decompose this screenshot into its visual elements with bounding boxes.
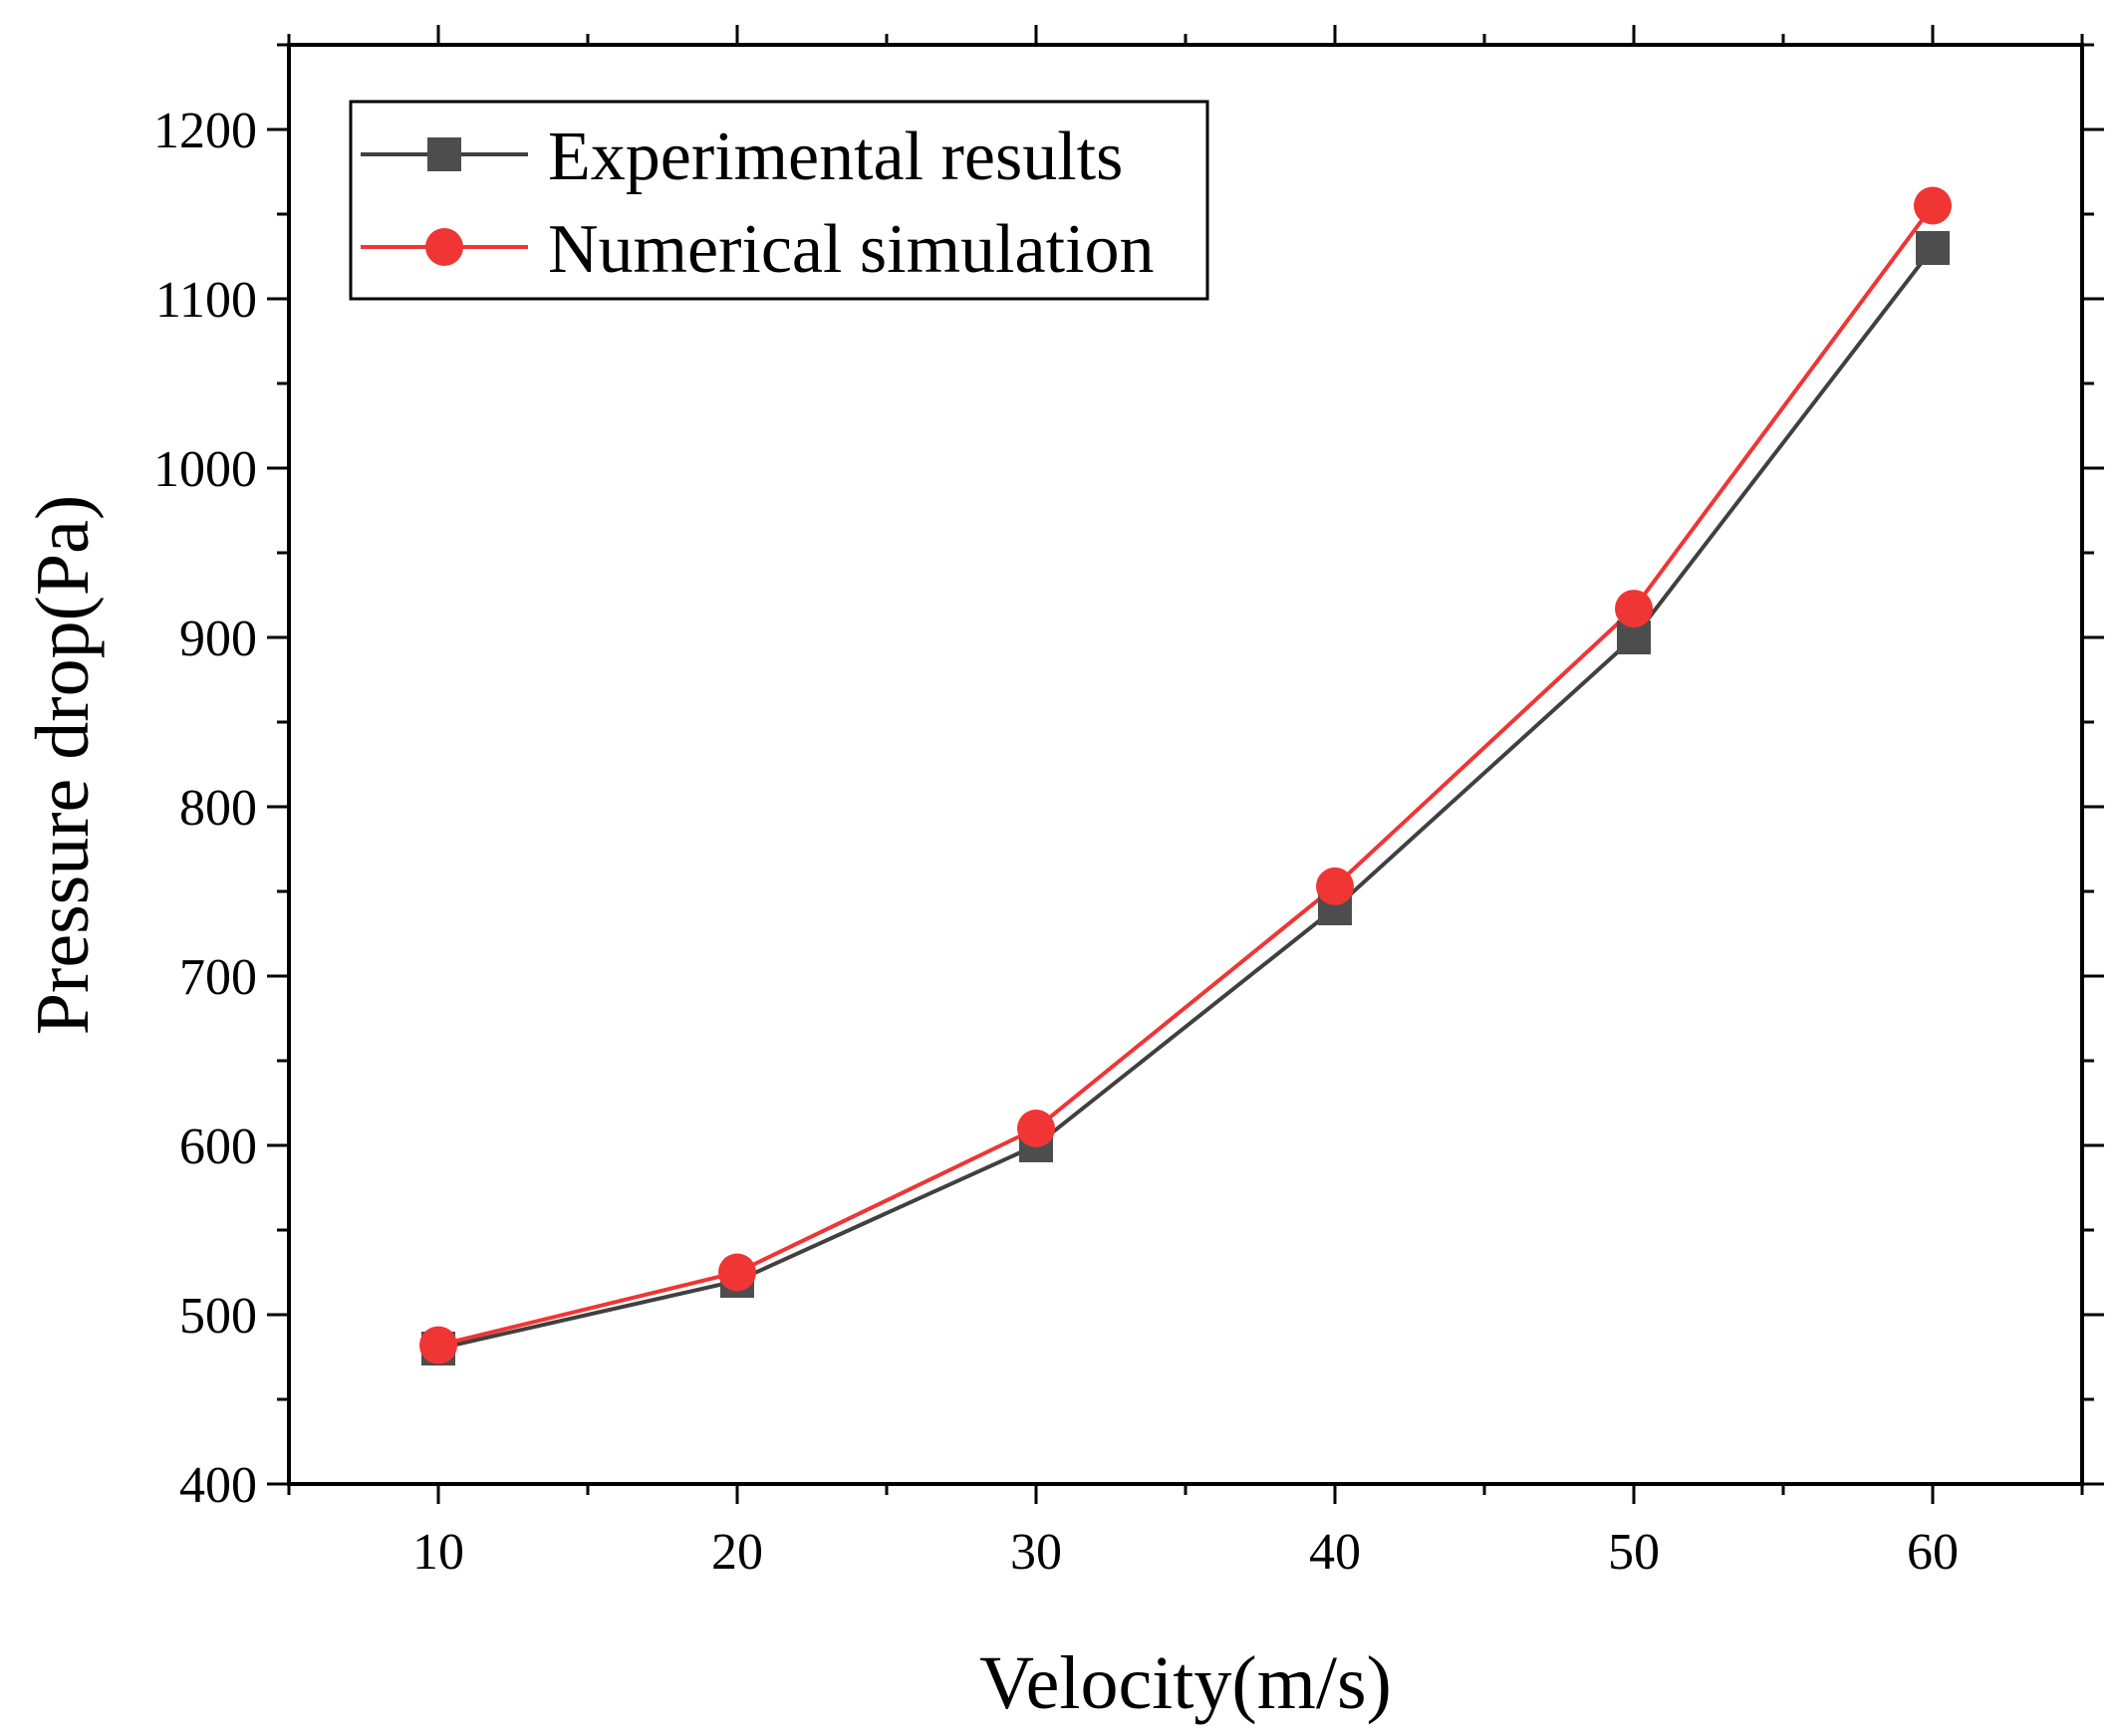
x-tick-label: 20	[711, 1524, 763, 1581]
x-tick-label: 40	[1309, 1524, 1361, 1581]
y-tick-label: 700	[179, 949, 257, 1006]
x-tick-label: 50	[1608, 1524, 1660, 1581]
data-point-circle	[1615, 590, 1653, 628]
data-point-square	[1916, 231, 1950, 265]
y-tick-label: 800	[179, 780, 257, 837]
y-tick-label: 1100	[155, 272, 257, 329]
legend-label-numerical: Numerical simulation	[548, 211, 1154, 288]
data-point-circle	[718, 1253, 756, 1292]
y-tick-label: 1000	[153, 441, 257, 498]
axis-ticks	[267, 25, 2104, 1504]
legend: Experimental results Numerical simulatio…	[349, 100, 1209, 301]
legend-marker-square	[427, 137, 461, 171]
data-point-circle	[1914, 186, 1952, 225]
legend-box	[349, 100, 1209, 301]
series-layer	[419, 186, 1952, 1365]
series-line-1	[437, 204, 1935, 1348]
x-tick-label: 60	[1907, 1524, 1959, 1581]
y-tick-label: 600	[179, 1118, 257, 1175]
data-point-circle	[419, 1326, 457, 1364]
y-tick-label: 1200	[153, 103, 257, 159]
legend-label-experimental: Experimental results	[548, 119, 1123, 195]
y-tick-label: 400	[179, 1457, 257, 1514]
x-tick-label: 10	[412, 1524, 464, 1581]
x-tick-label: 30	[1010, 1524, 1062, 1581]
x-axis-title: Velocity(m/s)	[979, 1641, 1392, 1725]
y-tick-label: 900	[179, 611, 257, 667]
y-tick-label: 500	[179, 1288, 257, 1345]
data-point-circle	[1017, 1110, 1055, 1147]
data-point-circle	[1316, 867, 1354, 905]
y-axis-title: Pressure drop(Pa)	[21, 495, 105, 1035]
series-line-0	[437, 246, 1935, 1351]
tick-labels: 10 20 30 40 50 60 400 500 600 700 800 900 1000 1100 12…	[153, 103, 1959, 1581]
legend-marker-circle	[425, 228, 463, 266]
